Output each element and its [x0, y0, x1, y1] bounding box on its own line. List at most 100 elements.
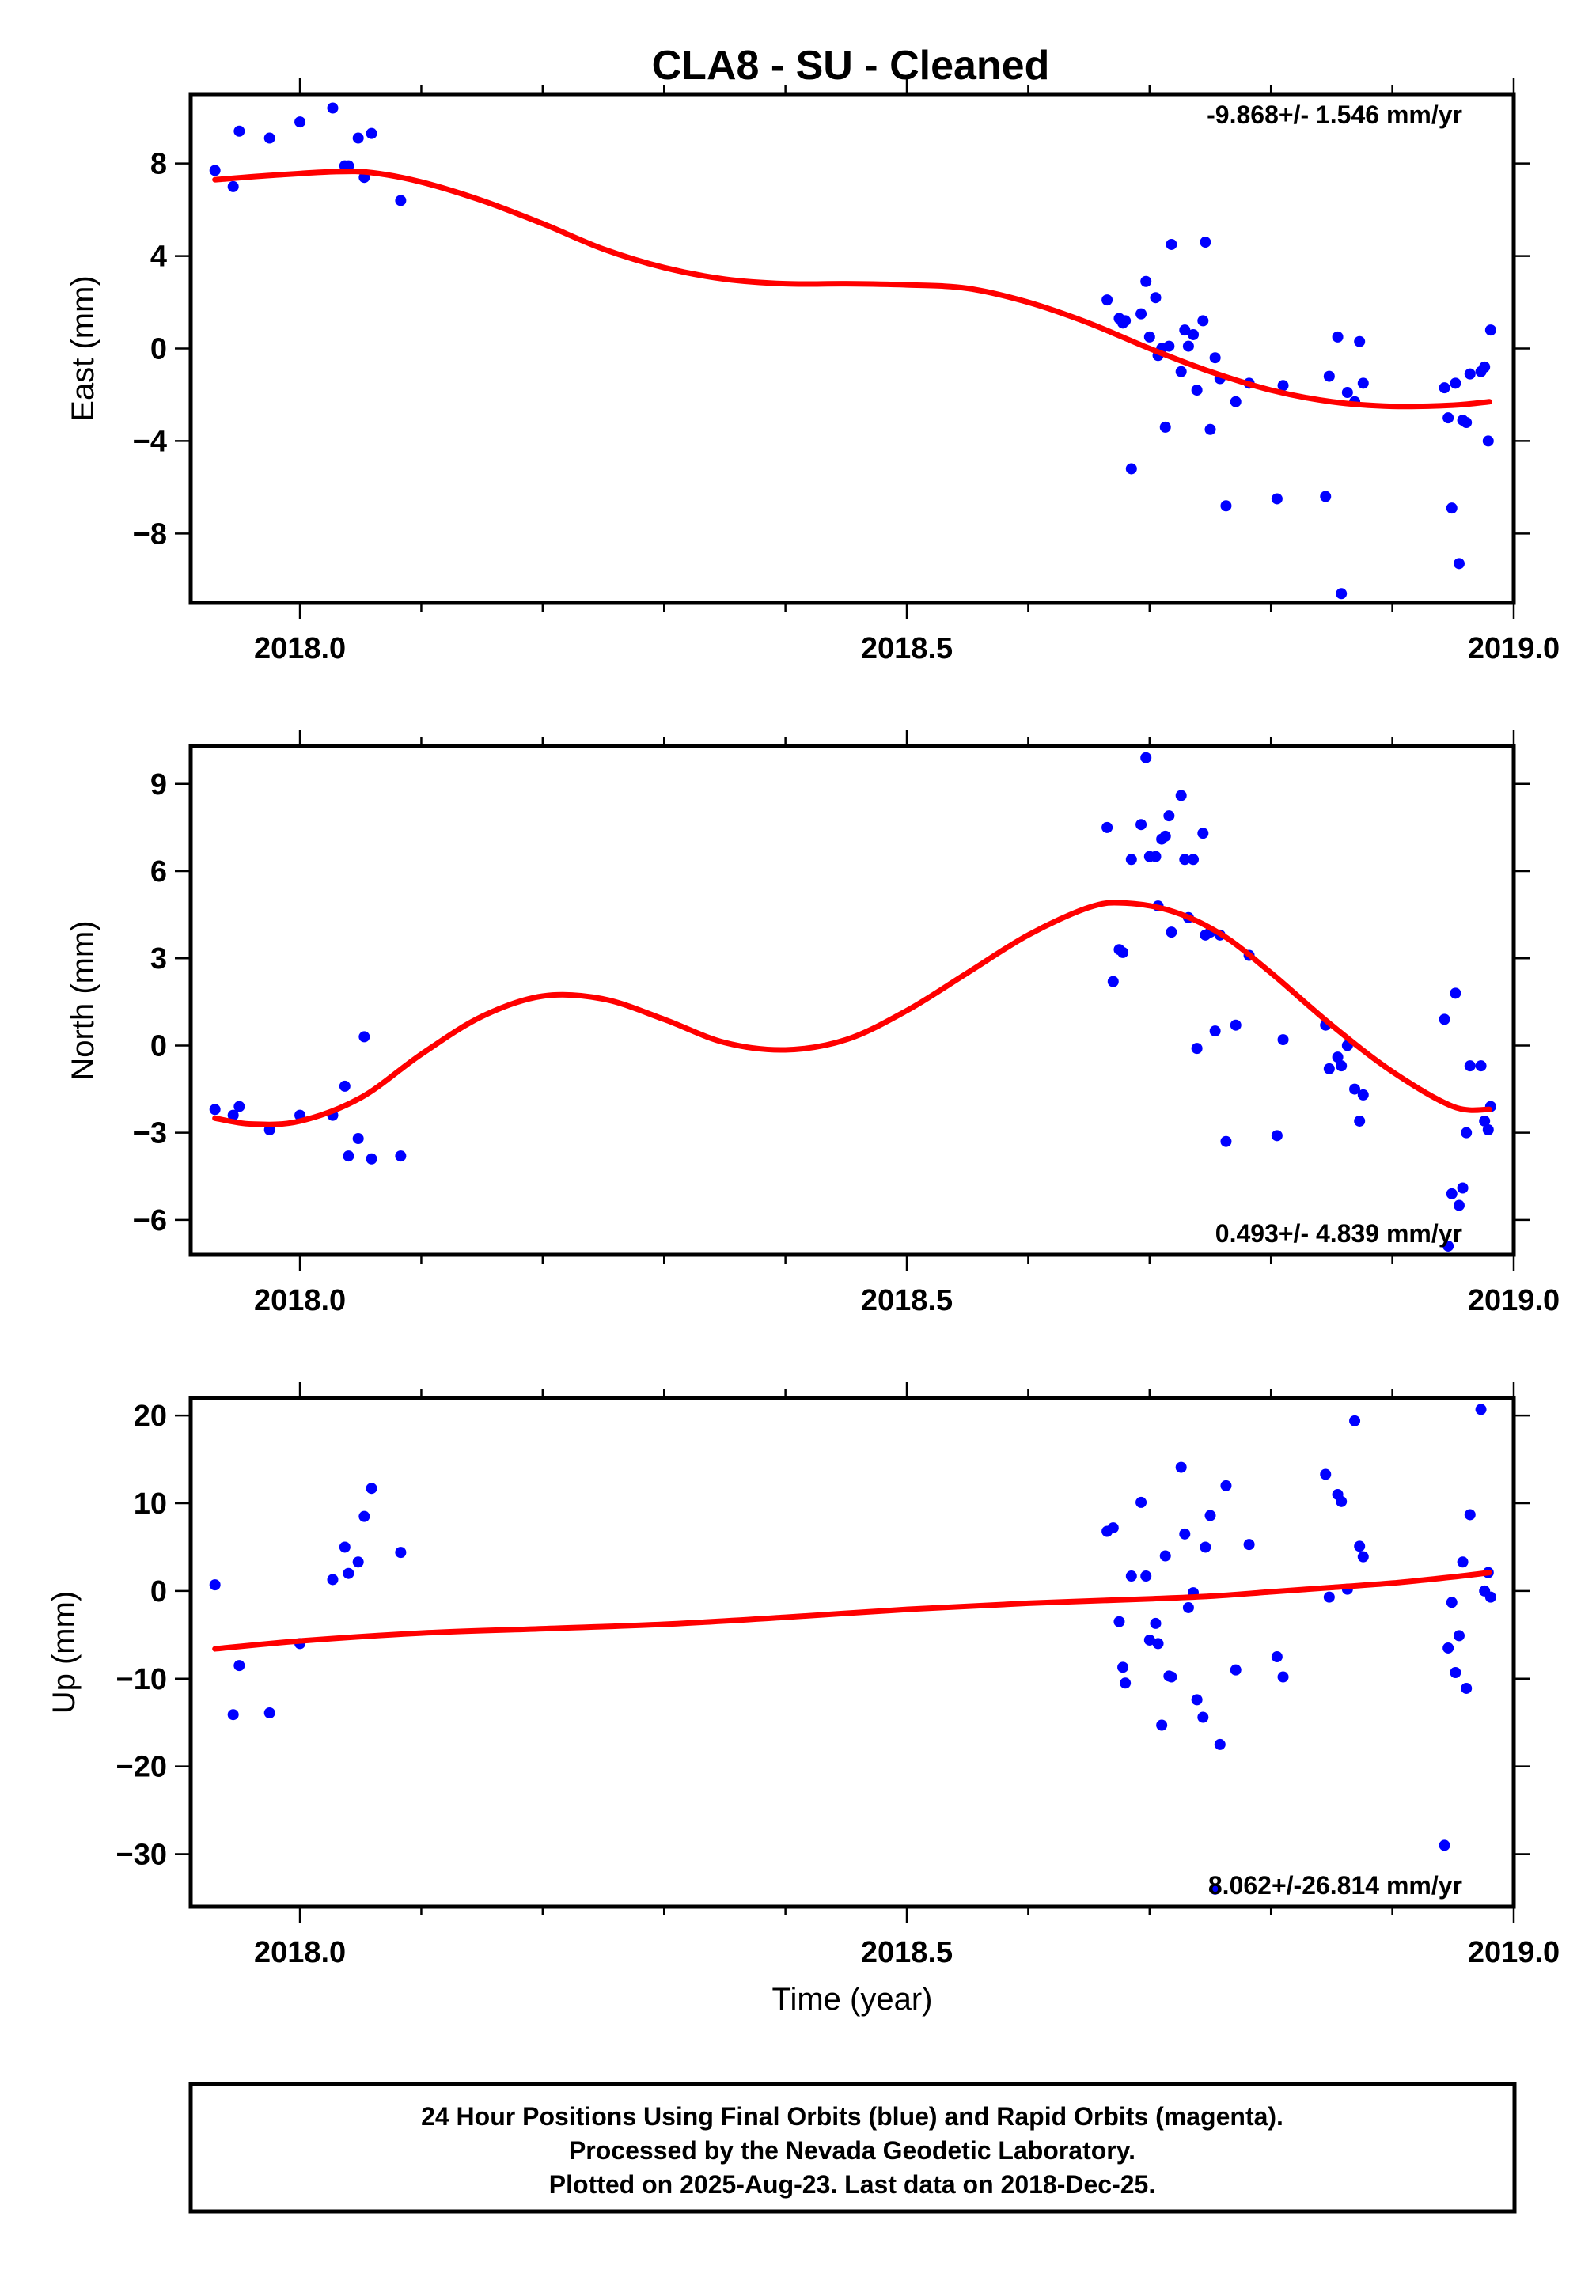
- data-point: [1163, 340, 1175, 352]
- y-tick-label: −10: [116, 1663, 167, 1696]
- data-point: [1159, 421, 1171, 433]
- fit-line: [212, 900, 1492, 1127]
- y-axis-label: North (mm): [66, 920, 100, 1080]
- y-tick-label: 0: [150, 333, 167, 366]
- velocity-label: 0.493+/- 4.839 mm/yr: [1215, 1219, 1462, 1248]
- data-point: [1439, 1839, 1450, 1851]
- x-tick-label: 2019.0: [1468, 1936, 1560, 1969]
- data-point: [1143, 1634, 1155, 1646]
- data-point: [1220, 1135, 1232, 1147]
- data-point: [1332, 1051, 1344, 1063]
- data-point: [327, 102, 339, 114]
- panel-frame: [188, 744, 1516, 1257]
- data-point: [352, 1133, 364, 1145]
- data-point: [1156, 1719, 1168, 1731]
- panel-3: 2018.0 2018.5 2019.0 −30 −20 −10 0 10 20 Up (mm) T…: [47, 1382, 1560, 2017]
- data-point: [339, 1080, 351, 1092]
- data-point: [1191, 1043, 1203, 1055]
- data-point: [1175, 1461, 1187, 1473]
- data-point: [1166, 238, 1177, 250]
- x-tick-label: 2019.0: [1468, 1284, 1560, 1317]
- data-point: [1475, 1060, 1487, 1072]
- data-point: [1209, 1883, 1221, 1895]
- data-point: [1197, 828, 1209, 839]
- data-point: [1479, 361, 1491, 373]
- data-point: [1209, 1025, 1221, 1037]
- data-point: [233, 1101, 245, 1112]
- data-point: [1243, 1539, 1255, 1551]
- data-point: [1475, 1404, 1487, 1415]
- data-point: [1446, 1597, 1458, 1608]
- data-point: [395, 1150, 407, 1162]
- data-point: [1323, 1591, 1335, 1603]
- data-point: [263, 132, 275, 144]
- data-point: [1277, 380, 1289, 392]
- data-point: [1357, 1089, 1369, 1101]
- data-point: [1107, 976, 1119, 987]
- data-point: [395, 195, 407, 206]
- data-point: [1230, 396, 1242, 407]
- data-point: [1336, 588, 1348, 600]
- data-point: [1320, 491, 1332, 502]
- data-point: [1150, 292, 1162, 304]
- y-tick-label: 8: [150, 148, 167, 181]
- y-axis-label: Up (mm): [47, 1591, 82, 1714]
- data-point: [343, 1150, 354, 1162]
- data-point: [233, 1660, 245, 1672]
- fit-line: [212, 169, 1492, 410]
- data-point: [1464, 1509, 1476, 1521]
- data-point: [1453, 1630, 1465, 1642]
- data-point: [1482, 435, 1494, 447]
- data-point: [1439, 382, 1450, 394]
- data-point: [1135, 308, 1147, 320]
- y-tick-label: 0: [150, 1575, 167, 1608]
- fit-line: [212, 1570, 1492, 1652]
- data-layer: [209, 1404, 1496, 1895]
- data-point: [1209, 352, 1221, 364]
- data-point: [209, 1579, 221, 1591]
- data-point: [343, 160, 354, 172]
- data-point: [1349, 1415, 1361, 1426]
- data-point: [1191, 385, 1203, 396]
- data-point: [366, 127, 377, 139]
- data-point: [1140, 275, 1152, 287]
- footer-line-1: 24 Hour Positions Using Final Orbits (bl…: [421, 2102, 1283, 2131]
- data-point: [1482, 1124, 1494, 1136]
- data-point: [339, 1541, 351, 1553]
- data-point: [1457, 1182, 1469, 1194]
- data-point: [1479, 1115, 1491, 1127]
- data-point: [1166, 926, 1177, 938]
- y-tick-label: −20: [116, 1751, 167, 1784]
- data-point: [1461, 1127, 1473, 1139]
- chart-title: CLA8 - SU - Cleaned: [652, 43, 1050, 89]
- y-tick-label: −4: [133, 425, 167, 458]
- footer-line-3: Plotted on 2025-Aug-23. Last data on 201…: [549, 2170, 1155, 2199]
- data-point: [1220, 500, 1232, 512]
- y-tick-label: 4: [150, 241, 167, 274]
- data-point: [1450, 377, 1461, 389]
- data-point: [1271, 1130, 1283, 1142]
- data-point: [1143, 331, 1155, 343]
- y-tick-label: −6: [133, 1204, 167, 1237]
- data-point: [1354, 1540, 1366, 1552]
- chart-panels: 2018.0 2018.5 2019.0 −8 −4 0 4 8 East (mm) -9.868…: [47, 78, 1560, 2017]
- data-point: [327, 1574, 339, 1586]
- data-point: [1271, 1651, 1283, 1663]
- x-axis-label: Time (year): [772, 1982, 933, 2017]
- data-point: [1175, 366, 1187, 377]
- panel-frame: [188, 92, 1516, 605]
- data-point: [366, 1483, 377, 1495]
- velocity-label: 8.062+/-26.814 mm/yr: [1208, 1871, 1462, 1900]
- data-point: [1484, 1591, 1496, 1603]
- data-point: [1179, 1528, 1191, 1540]
- x-tick-label: 2018.5: [861, 1936, 953, 1969]
- panel-frame: [188, 1396, 1516, 1909]
- data-point: [1484, 324, 1496, 336]
- data-point: [1349, 1083, 1361, 1095]
- data-point: [1159, 830, 1171, 842]
- data-point: [1179, 324, 1191, 336]
- y-tick-label: 0: [150, 1029, 167, 1063]
- data-point: [1117, 1661, 1129, 1673]
- data-point: [352, 132, 364, 144]
